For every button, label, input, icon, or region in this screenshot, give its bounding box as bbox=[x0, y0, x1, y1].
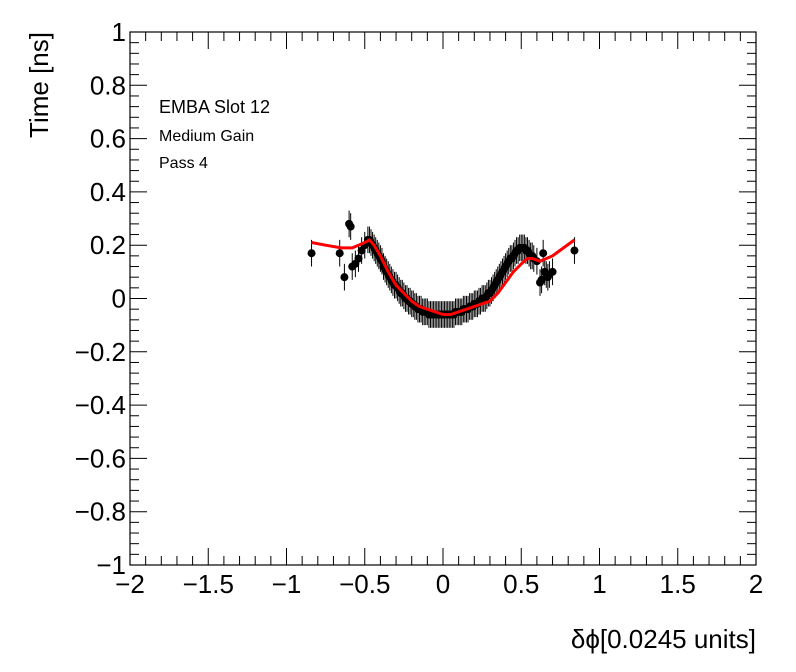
plot-frame bbox=[129, 31, 757, 566]
y-tick-label: 0 bbox=[112, 284, 126, 314]
y-tick-label: 0.6 bbox=[90, 124, 126, 154]
x-tick-label: 1.5 bbox=[660, 569, 696, 599]
annotation-slot: EMBA Slot 12 bbox=[159, 97, 270, 117]
y-tick-label: 1 bbox=[112, 17, 126, 47]
y-tick-label: −0.4 bbox=[75, 390, 126, 420]
y-tick-labels: −1 −0.8 −0.6 −0.4 −0.2 0 0.2 0.4 0.6 0.8 1 bbox=[75, 17, 126, 580]
data-point bbox=[340, 273, 349, 282]
data-point bbox=[307, 249, 316, 258]
data-point bbox=[346, 222, 355, 231]
data-point bbox=[570, 246, 579, 255]
fit-curve bbox=[311, 238, 576, 316]
annotation-pass: Pass 4 bbox=[159, 155, 208, 172]
y-tick-label: −0.6 bbox=[75, 443, 126, 473]
y-tick-label: −0.8 bbox=[75, 497, 126, 527]
data-point bbox=[335, 249, 344, 258]
x-tick-labels: −2 −1.5 −1 −0.5 0 0.5 1 1.5 2 bbox=[115, 569, 763, 599]
y-axis-title: Time [ns] bbox=[24, 32, 54, 138]
y-tick-label: −0.2 bbox=[75, 337, 126, 367]
x-tick-label: −1 bbox=[272, 569, 302, 599]
x-tick-label: 0.5 bbox=[503, 569, 539, 599]
x-tick-label: −0.5 bbox=[339, 569, 390, 599]
data-point bbox=[537, 275, 546, 284]
axis-tick-marks bbox=[129, 31, 757, 566]
x-tick-label: −2 bbox=[115, 569, 145, 599]
x-tick-label: 2 bbox=[749, 569, 763, 599]
y-tick-label: −1 bbox=[96, 550, 126, 580]
x-axis-title: δϕ[0.0245 units] bbox=[571, 624, 756, 654]
data-point bbox=[539, 249, 548, 258]
data-point bbox=[354, 254, 363, 263]
y-tick-label: 0.8 bbox=[90, 70, 126, 100]
x-tick-label: −1.5 bbox=[183, 569, 234, 599]
annotation-gain: Medium Gain bbox=[159, 128, 254, 145]
fit-curve-group bbox=[311, 238, 576, 316]
x-tick-label: 0 bbox=[436, 569, 450, 599]
y-tick-label: 0.2 bbox=[90, 230, 126, 260]
x-tick-label: 1 bbox=[592, 569, 606, 599]
y-tick-label: 0.4 bbox=[90, 177, 126, 207]
data-point bbox=[548, 267, 557, 276]
